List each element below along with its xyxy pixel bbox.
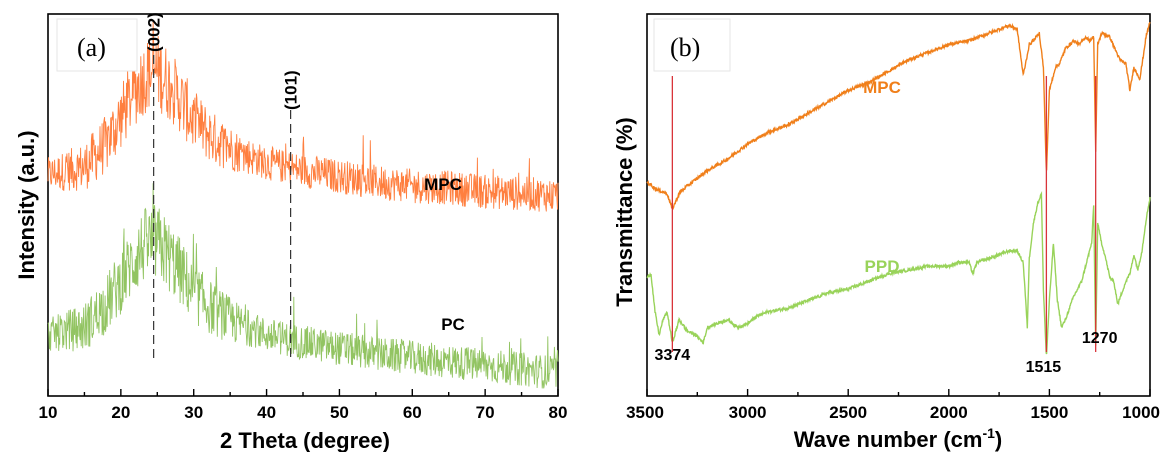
series-line-pc bbox=[47, 183, 559, 389]
x-tick-label: 70 bbox=[476, 403, 495, 422]
panel-b-ylabel: Transmittance (%) bbox=[612, 117, 637, 307]
panel-a-axes: 10 20 30 40 50 60 70 80 bbox=[39, 389, 568, 422]
x-tick-label: 2500 bbox=[829, 403, 867, 422]
series-line-mpc bbox=[646, 21, 1151, 210]
panel-a-plot-area: (002) (101) MPC PC bbox=[47, 12, 559, 389]
peak-marker-label: (101) bbox=[282, 70, 301, 110]
x-tick-label: 50 bbox=[330, 403, 349, 422]
panel-a-label: (a) bbox=[77, 33, 106, 62]
peak-annotation-label: 3374 bbox=[655, 347, 691, 364]
series-label-mpc: MPC bbox=[424, 175, 462, 194]
panel-b-plot-area: 3374 1515 1270 MPC PPD bbox=[646, 21, 1151, 376]
series-label-ppd: PPD bbox=[865, 257, 900, 276]
ftir-chart-panel: 3374 1515 1270 MPC PPD 3500 3000 2500 2000 1500 1… bbox=[612, 13, 1160, 452]
x-tick-label: 80 bbox=[549, 403, 568, 422]
x-tick-label: 20 bbox=[111, 403, 130, 422]
x-tick-label: 3500 bbox=[626, 403, 664, 422]
panel-b-label: (b) bbox=[670, 33, 700, 62]
series-label-mpc: MPC bbox=[863, 78, 901, 97]
series-label-pc: PC bbox=[441, 315, 465, 334]
panel-a-ylabel: Intensity (a.u.) bbox=[14, 130, 39, 279]
x-tick-label: 40 bbox=[257, 403, 276, 422]
panel-b-xlabel-main: Wave number (cm bbox=[794, 427, 983, 452]
panel-b-xlabel: Wave number (cm-1) bbox=[794, 425, 1002, 452]
peak-annotation-label: 1270 bbox=[1082, 330, 1118, 347]
panel-a-label-box bbox=[56, 18, 138, 72]
panel-b-xlabel-sup: -1 bbox=[982, 425, 995, 441]
x-tick-label: 1500 bbox=[1030, 403, 1068, 422]
x-tick-label: 1000 bbox=[1122, 403, 1160, 422]
panel-b-xlabel-close: ) bbox=[995, 427, 1002, 452]
x-tick-label: 30 bbox=[184, 403, 203, 422]
panel-b-axes: 3500 3000 2500 2000 1500 1000 bbox=[626, 389, 1160, 422]
x-tick-label: 60 bbox=[403, 403, 422, 422]
x-tick-label: 2000 bbox=[930, 403, 968, 422]
series-line-mpc bbox=[47, 21, 559, 212]
panel-a-xlabel: 2 Theta (degree) bbox=[220, 428, 390, 452]
series-line-ppd bbox=[646, 191, 1151, 355]
xrd-chart-panel: (002) (101) MPC PC 10 20 30 40 50 60 70 80 (a) Int… bbox=[14, 12, 567, 452]
peak-annotation-label: 1515 bbox=[1026, 359, 1062, 376]
panel-b-label-box bbox=[653, 18, 731, 72]
x-tick-label: 3000 bbox=[729, 403, 767, 422]
peak-marker-label: (002) bbox=[145, 12, 164, 52]
x-tick-label: 10 bbox=[39, 403, 58, 422]
